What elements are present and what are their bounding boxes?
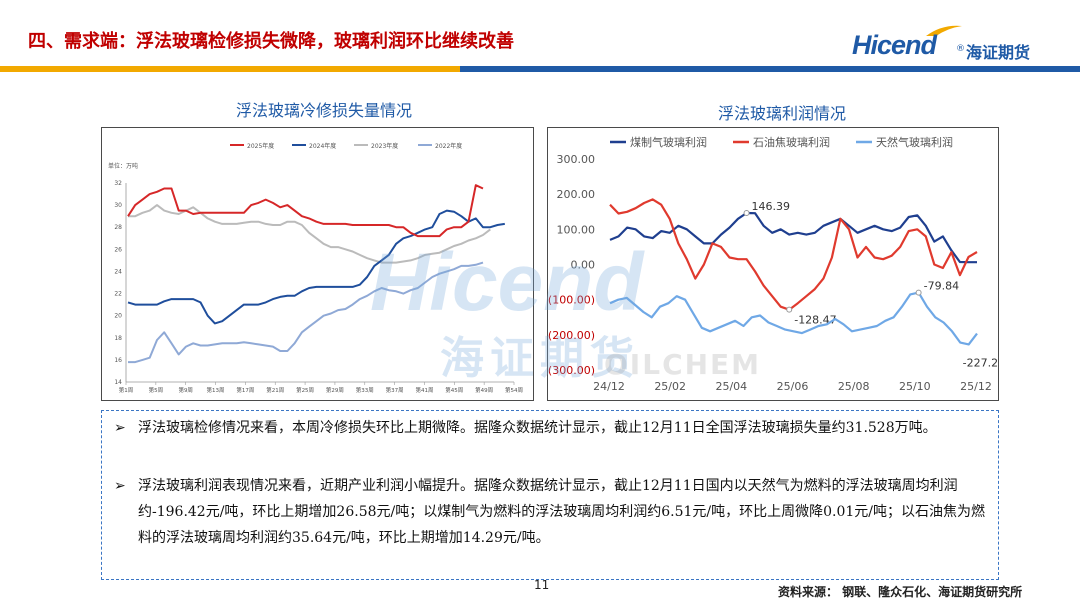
chart2-title: 浮法玻璃利润情况 [718,104,847,123]
x-tick-label: 第37周 [386,386,404,394]
note-text: 浮法玻璃利润表现情况来看，近期产业利润小幅提升。据隆众数据统计显示，截止12月1… [138,478,986,546]
x-tick-label: 第5周 [149,386,164,394]
x-tick-label: 第9周 [178,386,193,394]
x-tick-label: 25/04 [715,380,747,393]
chart2-svg: 煤制气玻璃利润 石油焦玻璃利润 天然气玻璃利润 300.00 200.00 100.00 0… [548,135,998,393]
notes-box: ➢ 浮法玻璃检修情况来看，本周冷修损失环比上期微降。据隆众数据统计显示，截止12… [101,410,999,580]
series-line [128,204,491,264]
series-line [609,198,978,311]
logo-registered-mark: ® [956,44,965,54]
y-tick-label: (100.00) [548,294,595,307]
y-tick-label: 26 [114,246,122,253]
logo-chinese-text: 海证期货 [966,43,1031,62]
series-line [609,211,977,264]
logo-text: Hicend [852,30,937,60]
x-tick-label: 第29周 [326,386,344,394]
series-line [127,184,484,238]
y-tick-label: 300.00 [557,153,596,166]
x-tick-label: 第54周 [505,386,523,394]
y-tick-label: 20 [114,313,122,320]
series-line [127,209,505,325]
x-tick-label: 第41周 [415,386,433,394]
y-tick-label: 16 [114,357,122,364]
legend-label: 天然气玻璃利润 [876,135,953,149]
legend-label: 2023年度 [371,142,398,150]
series-line [128,261,484,364]
chart2-panel: 煤制气玻璃利润 石油焦玻璃利润 天然气玻璃利润 300.00 200.00 100.00 0… [547,127,999,401]
y-tick-label: 18 [114,335,122,342]
legend-label: 2024年度 [309,142,336,150]
y-tick-label: 24 [114,268,122,275]
legend-label: 煤制气玻璃利润 [630,135,707,149]
note-text: 浮法玻璃检修情况来看，本周冷修损失环比上期微降。据隆众数据统计显示，截止12月1… [138,420,937,436]
y-tick-label: 28 [114,224,122,231]
bullet-arrow-icon: ➢ [114,478,126,494]
y-tick-label: 14 [114,379,122,386]
x-tick-label: 25/06 [777,380,809,393]
y-tick-label: 0.00 [571,259,596,272]
x-tick-label: 第25周 [296,386,314,394]
chart1-title: 浮法玻璃冷修损失量情况 [236,101,413,120]
y-tick-label: 32 [114,180,122,187]
data-label: -79.84 [924,280,959,293]
data-point-marker [743,210,750,217]
x-tick-label: 第1周 [119,386,134,394]
data-label: -128.47 [794,314,836,327]
y-tick-label: 200.00 [557,188,596,201]
x-tick-label: 25/10 [899,380,931,393]
legend-label: 2025年度 [247,142,274,150]
y-tick-label: 22 [114,291,122,298]
header-divider-bar [0,66,1080,72]
bullet-arrow-icon: ➢ [114,420,126,436]
x-tick-label: 第33周 [356,386,374,394]
x-tick-label: 第49周 [475,386,493,394]
x-tick-label: 第45周 [445,386,463,394]
y-tick-label: 30 [114,202,122,209]
data-point-marker [915,289,922,296]
y-tick-label: (300.00) [548,364,595,377]
data-point-marker [786,306,793,313]
legend-label: 石油焦玻璃利润 [753,135,830,149]
x-tick-label: 第21周 [266,386,284,394]
source-note: 资料来源： 钢联、隆众石化、海证期货研究所 [778,585,1023,599]
x-tick-label: 24/12 [593,380,625,393]
x-tick-label: 第13周 [207,386,225,394]
legend-label: 2022年度 [435,142,462,150]
chart1-panel: 2025年度 2024年度 2023年度 2022年度单位：万吨 14 16 18 20 22 2… [101,127,534,401]
watermark-chinese: 海证期货 [440,333,640,384]
logo-swoosh-icon [926,25,962,36]
page-number: 11 [534,578,550,592]
y-tick-label: 100.00 [557,223,596,236]
x-tick-label: 第17周 [236,386,254,394]
x-tick-label: 25/12 [960,380,992,393]
y-tick-label: (200.00) [548,329,595,342]
data-label: -227.27 [963,356,998,369]
x-tick-label: 25/02 [654,380,686,393]
page-title: 四、需求端：浮法玻璃检修损失微降，玻璃利润环比继续改善 [28,31,514,52]
data-label: 146.39 [752,200,791,213]
watermark-logo: Hicend [370,237,644,328]
unit-label: 单位：万吨 [108,162,138,170]
brand-logo: Hicend ® 海证期货 [852,25,1052,64]
x-tick-label: 25/08 [838,380,870,393]
watermark-oilchem: OILCHEM [604,348,762,381]
